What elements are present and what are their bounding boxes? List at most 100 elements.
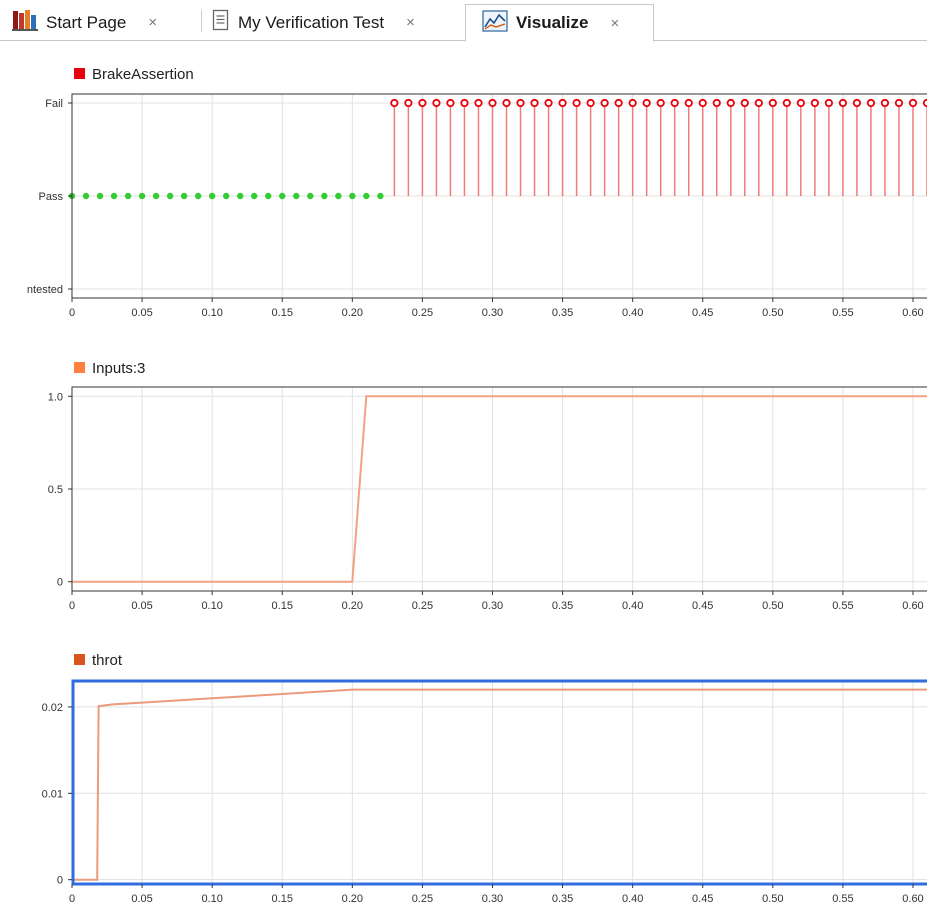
- x-tick-label: 0: [69, 893, 75, 905]
- grid-lines: [71, 681, 927, 884]
- fail-point: [544, 98, 553, 108]
- close-icon[interactable]: ×: [148, 14, 158, 31]
- fail-point: [656, 98, 665, 108]
- series-line: [72, 688, 927, 881]
- x-tick-label: 0.55: [832, 600, 853, 612]
- fail-point: [446, 98, 455, 108]
- fail-point: [782, 98, 791, 108]
- pass-point: [307, 192, 314, 200]
- x-tick-label: 0.05: [131, 893, 152, 905]
- start-page-icon: [12, 9, 38, 36]
- fail-point: [908, 98, 918, 108]
- tab-label: Visualize: [516, 13, 589, 32]
- pass-point: [265, 192, 272, 200]
- legend-swatch: [74, 68, 85, 79]
- visualization-area[interactable]: BrakeAssertion 0 0.05 0.10 0.15 0.20 0.25 0.30…: [0, 41, 927, 922]
- fail-point: [894, 98, 904, 108]
- plot-frame: [71, 679, 927, 886]
- x-tick-label: 0.10: [201, 893, 222, 905]
- pass-point: [152, 192, 160, 200]
- fail-point: [474, 98, 483, 108]
- pass-point: [180, 192, 188, 200]
- y-axis-ticks: ntested Pass Fail: [27, 98, 72, 296]
- fail-point: [404, 98, 413, 108]
- close-icon[interactable]: ×: [610, 14, 620, 32]
- x-axis-ticks: 0 0.05 0.10 0.15 0.20 0.25 0.30 0.35 0.40 0.45 0.5…: [69, 298, 924, 319]
- fail-point: [502, 98, 511, 108]
- visualize-icon: [482, 9, 508, 37]
- tab-start-page[interactable]: Start Page ×: [8, 4, 198, 41]
- tab-my-verification-test[interactable]: My Verification Test ×: [212, 4, 462, 41]
- legend-swatch: [74, 654, 85, 665]
- plot-throt[interactable]: throt 0 0.05 0.10 0.15 0.20 0.25 0.30 0.35 0.40 0…: [42, 652, 927, 905]
- fail-point: [866, 98, 876, 108]
- x-tick-label: 0.15: [272, 893, 293, 905]
- series-line: [72, 395, 927, 583]
- tab-label: My Verification Test: [238, 12, 385, 32]
- pass-point: [96, 192, 104, 200]
- y-axis-ticks: 0 0.5 1.0: [48, 391, 72, 589]
- fail-point: [572, 98, 581, 108]
- tab-visualize[interactable]: Visualize ×: [465, 4, 654, 42]
- legend-swatch: [74, 362, 85, 373]
- y-tick-label: Fail: [45, 98, 63, 110]
- x-tick-label: 0.40: [622, 893, 643, 905]
- pass-point: [166, 192, 174, 200]
- document-tab-bar: Start Page × My Verification Test × Visu…: [0, 0, 927, 42]
- pass-point: [138, 192, 146, 200]
- fail-point: [600, 98, 609, 108]
- fail-point: [754, 98, 763, 108]
- pass-point: [293, 192, 300, 200]
- pass-point: [222, 192, 230, 200]
- pass-point: [110, 192, 118, 200]
- y-tick-label: 1.0: [48, 391, 63, 403]
- x-axis-ticks: 0 0.05 0.10 0.15 0.20 0.25 0.30 0.35 0.40 0.45 0.5…: [69, 591, 924, 612]
- x-tick-label: 0.55: [832, 893, 853, 905]
- plot-inputs-3[interactable]: Inputs:3 0 0.05 0.10 0.15 0.20 0.25 0.30 0.35 0.…: [48, 360, 927, 612]
- data-marks: [72, 395, 927, 583]
- x-tick-label: 0.20: [342, 307, 363, 319]
- fail-point: [670, 98, 679, 108]
- x-tick-label: 0.50: [762, 893, 783, 905]
- fail-point: [586, 98, 595, 108]
- fail-point: [810, 98, 819, 108]
- tab-divider: [201, 10, 202, 32]
- x-tick-label: 0.25: [412, 307, 433, 319]
- fail-point: [642, 98, 651, 108]
- x-tick-label: 0.25: [412, 600, 433, 612]
- legend-label: Inputs:3: [92, 360, 145, 377]
- x-tick-label: 0.60: [902, 307, 923, 319]
- x-tick-label: 0.45: [692, 893, 713, 905]
- close-icon[interactable]: ×: [406, 14, 415, 31]
- x-tick-label: 0: [69, 600, 75, 612]
- x-tick-label: 0.10: [201, 600, 222, 612]
- fail-point: [418, 98, 427, 108]
- x-tick-label: 0.15: [272, 600, 293, 612]
- fail-point: [824, 98, 833, 108]
- legend-label: throt: [92, 652, 123, 669]
- x-tick-label: 0.50: [762, 600, 783, 612]
- fail-point: [614, 98, 623, 108]
- x-tick-label: 0.30: [482, 307, 503, 319]
- pass-point: [82, 192, 90, 200]
- pass-point: [251, 192, 258, 200]
- pass-point: [194, 192, 202, 200]
- pass-point: [208, 192, 216, 200]
- fail-point: [712, 98, 721, 108]
- plot-brake-assertion[interactable]: BrakeAssertion 0 0.05 0.10 0.15 0.20 0.25 0.30…: [27, 66, 927, 319]
- x-tick-label: 0.30: [482, 893, 503, 905]
- fail-point: [432, 98, 441, 108]
- x-tick-label: 0.55: [832, 307, 853, 319]
- x-tick-label: 0.40: [622, 307, 643, 319]
- x-tick-label: 0.20: [342, 600, 363, 612]
- fail-point: [698, 98, 707, 108]
- x-tick-label: 0.35: [552, 307, 573, 319]
- y-tick-label: Pass: [39, 191, 64, 203]
- x-axis-ticks: 0 0.05 0.10 0.15 0.20 0.25 0.30 0.35 0.40 0.45 0.5…: [69, 884, 924, 905]
- y-tick-label: 0: [57, 577, 63, 589]
- x-tick-label: 0.20: [342, 893, 363, 905]
- pass-point: [335, 192, 342, 200]
- x-tick-label: 0.45: [692, 600, 713, 612]
- y-tick-label: 0.5: [48, 484, 63, 496]
- fail-point: [390, 98, 399, 108]
